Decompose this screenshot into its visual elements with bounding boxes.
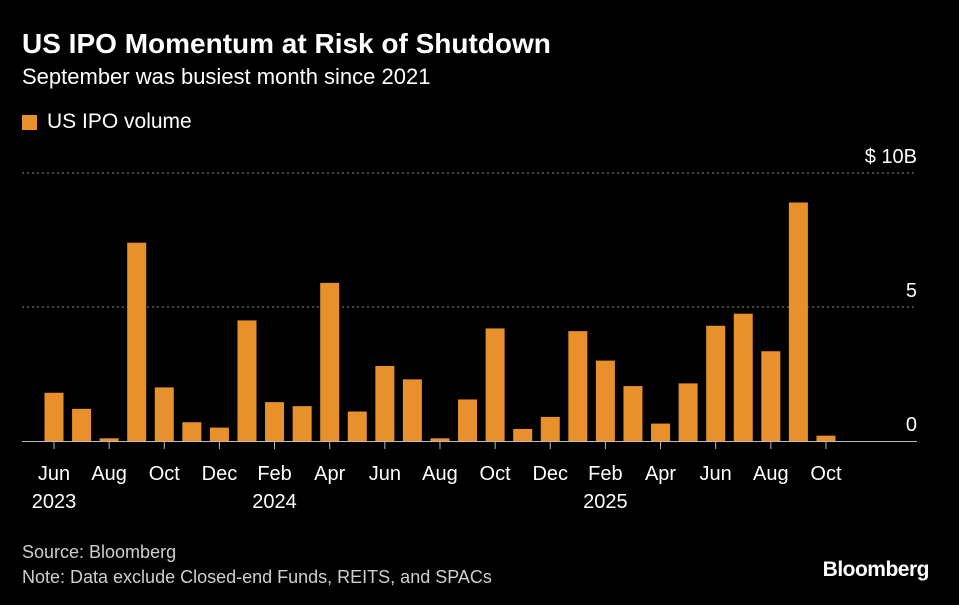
x-tick-label: Feb [257,463,291,485]
bar [788,202,808,441]
x-tick-label: Oct [149,463,181,485]
bar [678,383,698,441]
bar [265,402,285,441]
x-tick-label: Aug [422,463,458,485]
x-tick-label: Feb [588,463,622,485]
data-note: Note: Data exclude Closed-end Funds, REI… [22,567,492,587]
x-year-label: 2025 [583,491,628,513]
x-tick-label: Jun [38,463,70,485]
bar [99,438,119,441]
bar [375,365,395,441]
footer: Source: Bloomberg Note: Data exclude Clo… [22,540,492,590]
x-year-label: 2023 [32,491,77,513]
x-tick-label: Dec [202,463,238,485]
bar [182,422,202,441]
x-tick-label: Jun [700,463,732,485]
chart-title: US IPO Momentum at Risk of Shutdown [22,28,551,59]
legend-swatch [22,114,37,130]
bar [513,428,533,441]
bar [320,282,340,441]
x-tick-label: Oct [480,463,512,485]
y-tick-label: $ 10B [865,146,917,168]
x-tick-label: Aug [91,463,127,485]
bar [485,328,505,441]
legend: US IPO volume [22,110,192,134]
bar [402,379,422,441]
bar [154,387,174,441]
bar [72,408,92,441]
x-tick-label: Aug [753,463,789,485]
x-tick-label: Dec [532,463,568,485]
bar [761,351,781,441]
x-tick-label: Oct [810,463,842,485]
x-tick-label: Jun [369,463,401,485]
bar [127,242,147,441]
bar [540,416,560,441]
y-tick-label: 5 [906,280,917,302]
source-note: Source: Bloomberg [22,542,177,562]
bar [623,386,643,441]
x-tick-label: Apr [314,463,345,485]
bar [237,320,257,441]
bloomberg-logo: Bloomberg [822,558,930,581]
chart-subtitle: September was busiest month since 2021 [22,64,431,89]
bar [292,406,312,441]
bar [44,392,64,441]
bar [209,427,229,441]
bar [458,399,478,441]
legend-label: US IPO volume [47,110,192,133]
y-tick-label: 0 [906,414,917,436]
bar [706,325,726,441]
bar [347,411,367,441]
bar [733,313,753,441]
bar [651,423,671,441]
bar [568,331,588,441]
bar [430,438,450,441]
bar [595,360,615,441]
x-year-label: 2024 [252,491,297,513]
x-tick-label: Apr [645,463,676,485]
bar [816,435,836,441]
